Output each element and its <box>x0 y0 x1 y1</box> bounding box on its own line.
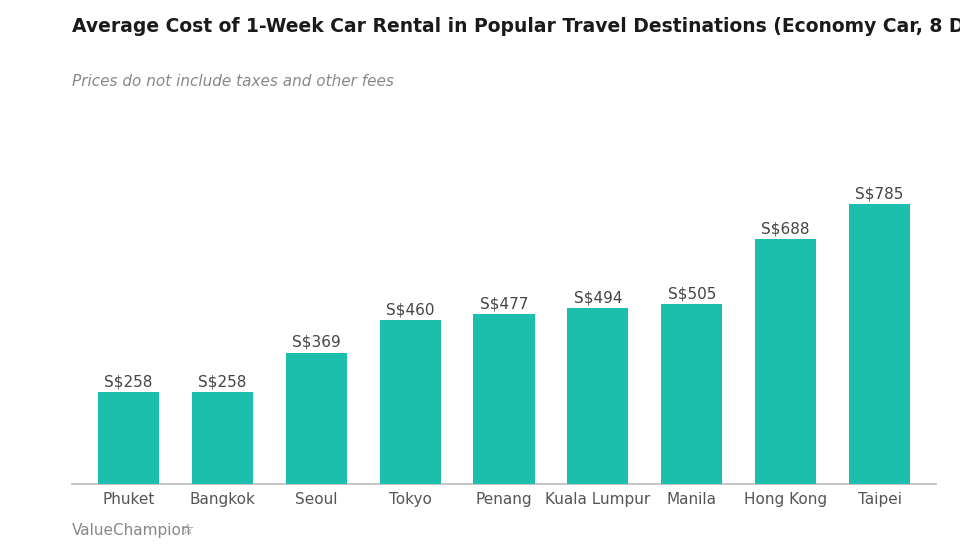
Text: Average Cost of 1-Week Car Rental in Popular Travel Destinations (Economy Car, 8: Average Cost of 1-Week Car Rental in Pop… <box>72 16 960 36</box>
Bar <box>98 392 158 484</box>
Text: S$258: S$258 <box>105 374 153 389</box>
Text: S$785: S$785 <box>855 186 903 201</box>
Bar <box>379 320 441 484</box>
Bar <box>192 392 252 484</box>
Text: S$505: S$505 <box>667 286 716 301</box>
Text: S$688: S$688 <box>761 221 810 236</box>
Text: Prices do not include taxes and other fees: Prices do not include taxes and other fe… <box>72 74 394 89</box>
Text: S$477: S$477 <box>480 296 528 311</box>
Text: S$369: S$369 <box>292 335 341 350</box>
Bar <box>756 239 816 484</box>
Text: S$494: S$494 <box>574 290 622 305</box>
Text: S$460: S$460 <box>386 302 434 317</box>
Bar <box>661 304 722 484</box>
Bar <box>473 314 535 484</box>
Text: S$258: S$258 <box>198 374 247 389</box>
Bar <box>286 353 347 484</box>
Text: ☆: ☆ <box>180 523 193 538</box>
Text: ValueChampion: ValueChampion <box>72 523 191 538</box>
Bar <box>567 308 629 484</box>
Bar <box>850 205 910 484</box>
